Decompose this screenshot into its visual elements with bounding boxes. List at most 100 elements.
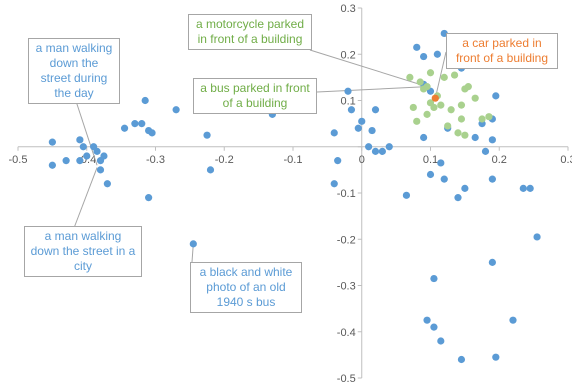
series-0-point xyxy=(100,152,108,160)
y-tick-label: -0.3 xyxy=(337,281,356,293)
series-0-point xyxy=(206,166,215,174)
series-1-point xyxy=(444,122,452,130)
series-0-point xyxy=(138,120,146,128)
annotation-old-bus-photo: a black and white photo of an old 1940 s… xyxy=(190,262,302,313)
series-0-point xyxy=(131,120,139,128)
series-0-point xyxy=(519,184,527,192)
series-0-point xyxy=(48,138,56,146)
series-0-point xyxy=(433,50,441,58)
series-0-point xyxy=(203,131,211,139)
series-0-point xyxy=(492,92,500,100)
series-0-point xyxy=(437,159,445,167)
series-0-point xyxy=(172,106,180,114)
series-1-point xyxy=(423,83,431,91)
series-0-point xyxy=(533,233,541,241)
series-0-point xyxy=(437,337,445,345)
series-0-point xyxy=(148,129,156,137)
series-0-point xyxy=(96,166,105,174)
y-tick-label: 0.2 xyxy=(340,49,355,61)
series-0-point xyxy=(430,323,438,331)
y-tick-label: 0.1 xyxy=(340,96,355,108)
series-1-point xyxy=(437,101,445,109)
series-1-point xyxy=(485,113,493,121)
series-0-point xyxy=(420,52,428,61)
series-1-point xyxy=(416,78,424,86)
series-0-point xyxy=(368,126,376,135)
annotation-car-parked: a car parked in front of a building xyxy=(446,33,558,69)
series-0-point xyxy=(526,184,534,192)
series-1-point xyxy=(471,94,479,102)
series-0-point xyxy=(120,124,129,132)
series-1-point xyxy=(426,69,435,77)
x-tick-label: 0.1 xyxy=(423,154,438,166)
series-1-point xyxy=(423,110,431,118)
callout-leader xyxy=(73,167,98,229)
x-tick-label: 0.3 xyxy=(560,154,572,166)
series-0-point xyxy=(471,133,479,142)
x-tick-label: -0.5 xyxy=(9,154,28,166)
series-0-point xyxy=(358,117,366,125)
series-0-point xyxy=(402,191,411,199)
series-0-point xyxy=(481,147,490,155)
series-0-point xyxy=(330,180,338,188)
series-0-point xyxy=(344,87,352,95)
x-tick-label: -0.3 xyxy=(146,154,165,166)
series-1-point xyxy=(406,73,414,81)
series-0-point xyxy=(83,152,91,160)
series-0-point xyxy=(76,136,84,144)
callout-leader-lines xyxy=(73,49,447,263)
y-tick-label: -0.5 xyxy=(337,373,356,385)
series-0-point xyxy=(461,184,469,192)
y-tick-label: 0.3 xyxy=(340,3,355,15)
series-1-point xyxy=(447,106,455,114)
annotation-bus-parked: a bus parked in front of a building xyxy=(193,78,317,114)
series-0-point xyxy=(378,147,386,155)
series-0-point xyxy=(371,147,380,155)
series-1-point xyxy=(454,129,462,137)
x-tick-label: -0.2 xyxy=(215,154,234,166)
series-0-point xyxy=(354,124,362,132)
series-0-point xyxy=(385,143,393,151)
series-2-point xyxy=(431,94,439,102)
x-tick-label: -0.1 xyxy=(284,154,303,166)
series-1-point xyxy=(457,115,466,123)
annotation-man-walking-city: a man walking down the street in a city xyxy=(24,226,142,277)
series-1-point xyxy=(464,83,472,91)
series-1-point xyxy=(413,117,421,125)
series-1-point xyxy=(430,103,438,112)
series-0-point xyxy=(440,175,448,183)
series-0-point xyxy=(371,106,380,114)
series-0-point xyxy=(488,175,496,183)
series-0-point xyxy=(420,133,428,142)
series-1-point xyxy=(409,103,417,112)
x-tick-label: 0 xyxy=(359,154,365,166)
series-1-point xyxy=(461,131,469,139)
callout-leader xyxy=(73,94,98,166)
y-tick-label: -0.4 xyxy=(337,327,356,339)
series-0-point xyxy=(509,316,517,324)
series-0-point xyxy=(488,136,496,144)
y-tick-label: -0.2 xyxy=(337,234,356,246)
callout-leader xyxy=(309,49,428,88)
series-1-point xyxy=(478,115,486,123)
series-0-point xyxy=(79,143,87,151)
series-1-point xyxy=(450,71,459,79)
series-0-point xyxy=(62,157,70,165)
callout-leader xyxy=(316,86,428,93)
callout-leader xyxy=(434,51,447,99)
series-0-point xyxy=(430,274,438,283)
series-0-point xyxy=(413,43,421,51)
x-tick-label: 0.2 xyxy=(492,154,507,166)
series-0-point xyxy=(103,180,111,188)
data-points xyxy=(48,29,541,364)
series-0-point xyxy=(347,106,356,114)
series-0-point xyxy=(93,147,101,155)
axes: -0.5 -0.4 -0.3 -0.2 -0.1 0 0.1 0.2 0.3 0.3 0.2 0.1 -… xyxy=(9,3,572,385)
series-0-point xyxy=(423,316,431,324)
series-0-point xyxy=(141,96,149,105)
series-1-point xyxy=(440,73,448,81)
series-0-point xyxy=(365,143,373,151)
y-tick-label: -0.1 xyxy=(337,188,356,200)
series-0-point xyxy=(457,355,466,364)
